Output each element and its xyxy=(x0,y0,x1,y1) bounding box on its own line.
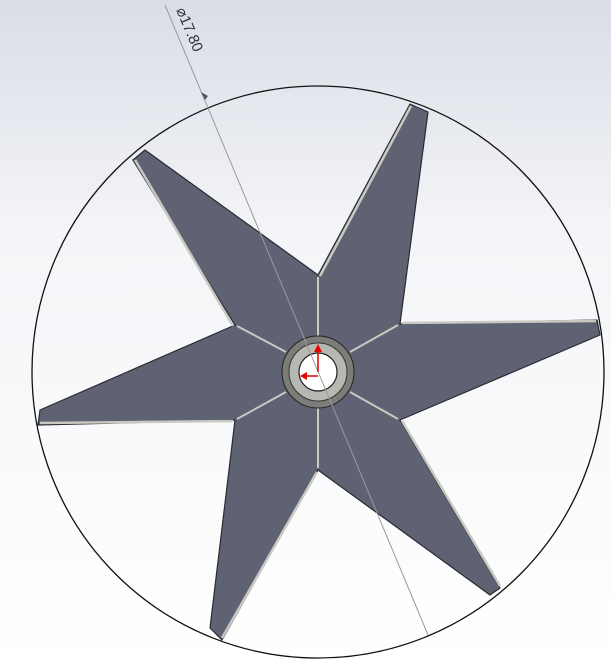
cad-viewport: ⌀17.80 xyxy=(0,0,611,668)
